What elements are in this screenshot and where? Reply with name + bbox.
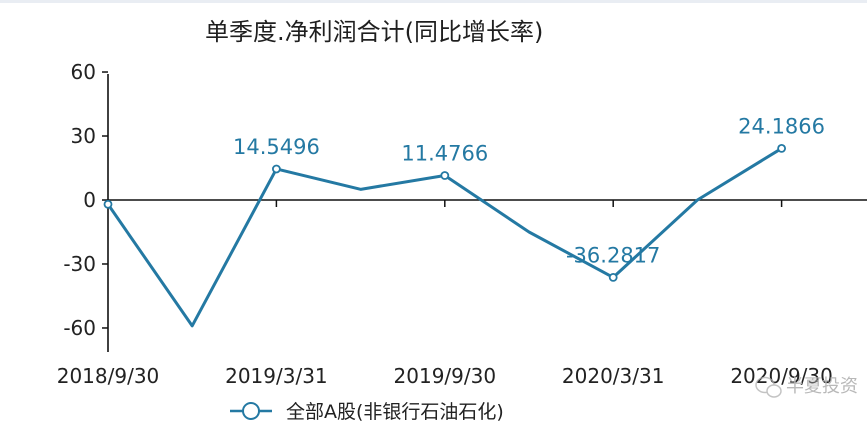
x-tick-label: 2018/9/30 (57, 364, 160, 388)
legend-marker (243, 403, 259, 419)
data-point (778, 145, 785, 152)
x-tick-label: 2019/9/30 (394, 364, 497, 388)
legend: 全部A股(非银行石油石化) (230, 401, 504, 423)
data-point (441, 172, 448, 179)
data-label: 14.5496 (233, 135, 320, 159)
y-tick-label: 60 (71, 60, 96, 84)
y-tick-label: -60 (63, 316, 96, 340)
data-point (105, 201, 112, 208)
data-point (610, 274, 617, 281)
watermark: 半夏投资 (756, 376, 858, 397)
x-tick-label: 2019/3/31 (225, 364, 328, 388)
data-point (273, 165, 280, 172)
data-label: 24.1866 (738, 114, 825, 138)
data-label: -36.2817 (566, 243, 660, 267)
y-tick-label: -30 (63, 252, 96, 276)
data-label: 11.4766 (401, 142, 488, 166)
legend-label: 全部A股(非银行石油石化) (286, 401, 504, 423)
y-tick-label: 0 (83, 188, 96, 212)
x-tick-label: 2020/3/31 (562, 364, 665, 388)
y-tick-label: 30 (71, 124, 96, 148)
watermark-text: 半夏投资 (786, 376, 858, 397)
